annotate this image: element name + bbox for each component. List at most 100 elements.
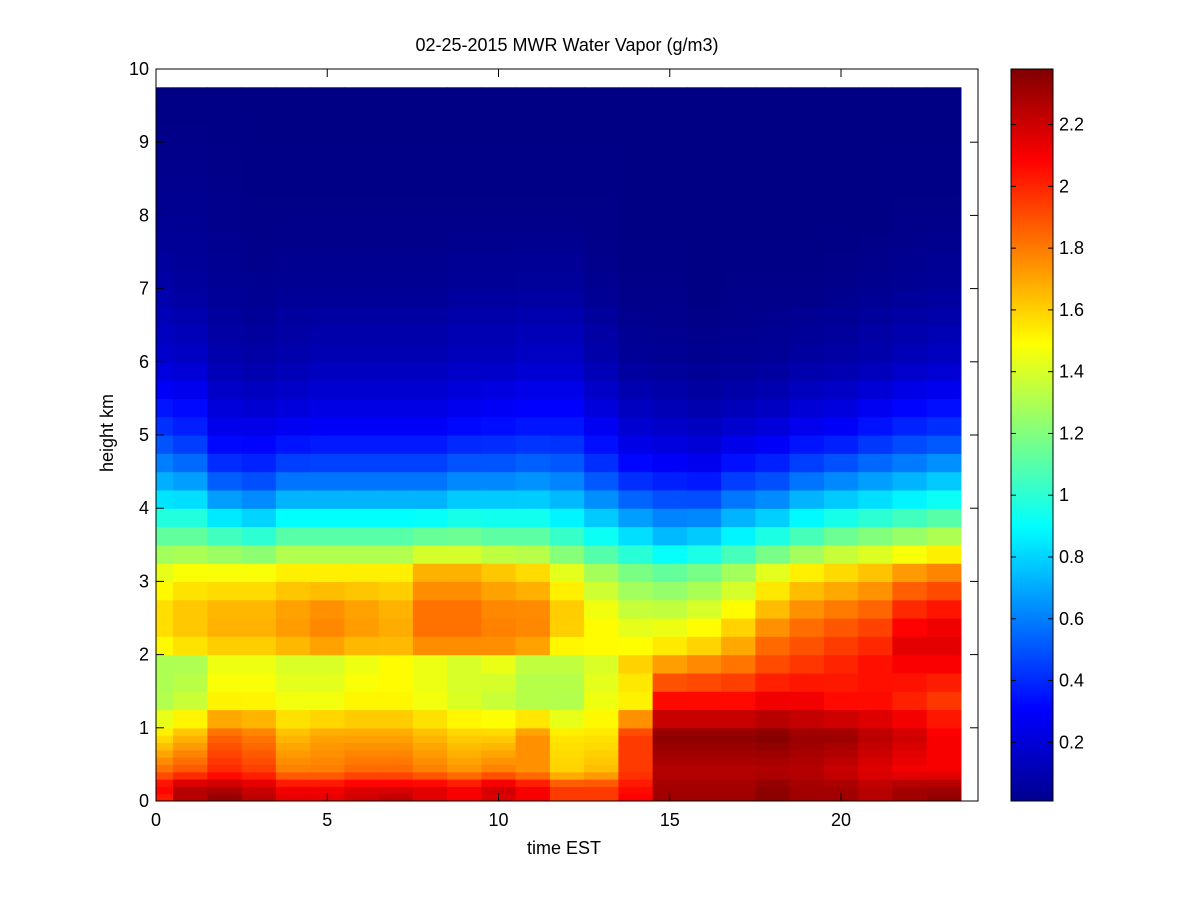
heatmap-cell [789, 416, 825, 436]
heatmap-cell [207, 563, 243, 582]
heatmap-cell [207, 270, 243, 290]
heatmap-cell [207, 252, 243, 271]
heatmap-cell [584, 233, 619, 253]
heatmap-cell [481, 526, 517, 546]
heatmap-cell [892, 672, 928, 692]
heatmap-cell [515, 105, 551, 125]
heatmap-cell [173, 361, 208, 381]
heatmap-cell [275, 563, 311, 582]
heatmap-cell [412, 306, 448, 326]
heatmap-cell [892, 380, 928, 399]
heatmap-cell [892, 435, 928, 454]
heatmap-cell [721, 793, 756, 801]
heatmap-cell [481, 288, 517, 308]
heatmap-cell [378, 453, 414, 473]
heatmap-cell [378, 87, 414, 107]
heatmap-cell [686, 435, 722, 454]
heatmap-cell [275, 233, 311, 253]
heatmap-cell [310, 691, 345, 711]
heatmap-cell [858, 786, 893, 795]
heatmap-cell [549, 471, 585, 491]
heatmap-cell [858, 160, 893, 180]
heatmap-cell [241, 178, 277, 198]
heatmap-cell [447, 618, 482, 637]
heatmap-cell [858, 599, 893, 619]
heatmap-cell [447, 178, 482, 198]
heatmap-cell [378, 764, 414, 773]
heatmap-cell [275, 270, 311, 290]
heatmap-cell [926, 142, 962, 162]
heatmap-cell [275, 435, 311, 454]
heatmap-cell [858, 757, 893, 765]
heatmap-cell [173, 306, 208, 326]
heatmap-cell [618, 691, 654, 711]
heatmap-cell [652, 771, 688, 780]
heatmap-cell [823, 771, 859, 780]
heatmap-cell [858, 735, 893, 744]
heatmap-cell [686, 526, 722, 546]
heatmap-cell [207, 618, 243, 637]
heatmap-cell [275, 87, 311, 107]
heatmap-cell [652, 380, 688, 399]
heatmap-cell [858, 672, 893, 692]
heatmap-cell [823, 636, 859, 656]
heatmap-cell [378, 288, 414, 308]
heatmap-cell [926, 123, 962, 143]
heatmap-cell [515, 599, 551, 619]
heatmap-cell [173, 160, 208, 180]
heatmap-cell [310, 779, 345, 787]
heatmap-cell [515, 749, 551, 758]
heatmap-cell [156, 786, 174, 795]
heatmap-cell [858, 508, 893, 528]
heatmap-cell [207, 526, 243, 546]
heatmap-cell [447, 471, 482, 491]
heatmap-cell [652, 508, 688, 528]
heatmap-cell [412, 563, 448, 582]
heatmap-cell [207, 771, 243, 780]
heatmap-cell [926, 471, 962, 491]
heatmap-cell [858, 252, 893, 271]
heatmap-cell [652, 325, 688, 345]
heatmap-cell [892, 398, 928, 418]
heatmap-cell [549, 727, 585, 736]
heatmap-cell [721, 343, 756, 363]
heatmap-cell [515, 779, 551, 787]
heatmap-cell [926, 215, 962, 235]
heatmap-cell [686, 215, 722, 235]
heatmap-cell [447, 361, 482, 381]
heatmap-cell [858, 742, 893, 751]
heatmap-cell [549, 398, 585, 418]
heatmap-cell [584, 306, 619, 326]
heatmap-cell [173, 105, 208, 125]
heatmap-cell [515, 757, 551, 765]
heatmap-cell [447, 197, 482, 216]
heatmap-cell [584, 215, 619, 235]
heatmap-cell [447, 563, 482, 582]
heatmap-cell [447, 398, 482, 418]
heatmap-cell [344, 672, 380, 692]
x-tick-label: 20 [831, 810, 851, 830]
heatmap-cell [584, 489, 619, 509]
heatmap-cell [378, 771, 414, 780]
heatmap-cell [412, 160, 448, 180]
heatmap-cell [310, 771, 345, 780]
heatmap-cell [549, 526, 585, 546]
heatmap-cell [926, 749, 962, 758]
heatmap-cell [549, 735, 585, 744]
heatmap-cell [344, 636, 380, 656]
heatmap-cell [721, 599, 756, 619]
heatmap-cell [344, 105, 380, 125]
heatmap-cell [173, 435, 208, 454]
heatmap-cell [652, 709, 688, 729]
heatmap-cell [549, 489, 585, 509]
heatmap-cell [275, 599, 311, 619]
heatmap-cell [447, 87, 482, 107]
heatmap-cell [652, 544, 688, 564]
heatmap-cell [241, 764, 277, 773]
heatmap-cell [515, 581, 551, 601]
heatmap-cell [447, 508, 482, 528]
heatmap-cell [481, 757, 517, 765]
heatmap-cell [755, 160, 791, 180]
heatmap-cell [584, 654, 619, 674]
heatmap-cell [926, 160, 962, 180]
